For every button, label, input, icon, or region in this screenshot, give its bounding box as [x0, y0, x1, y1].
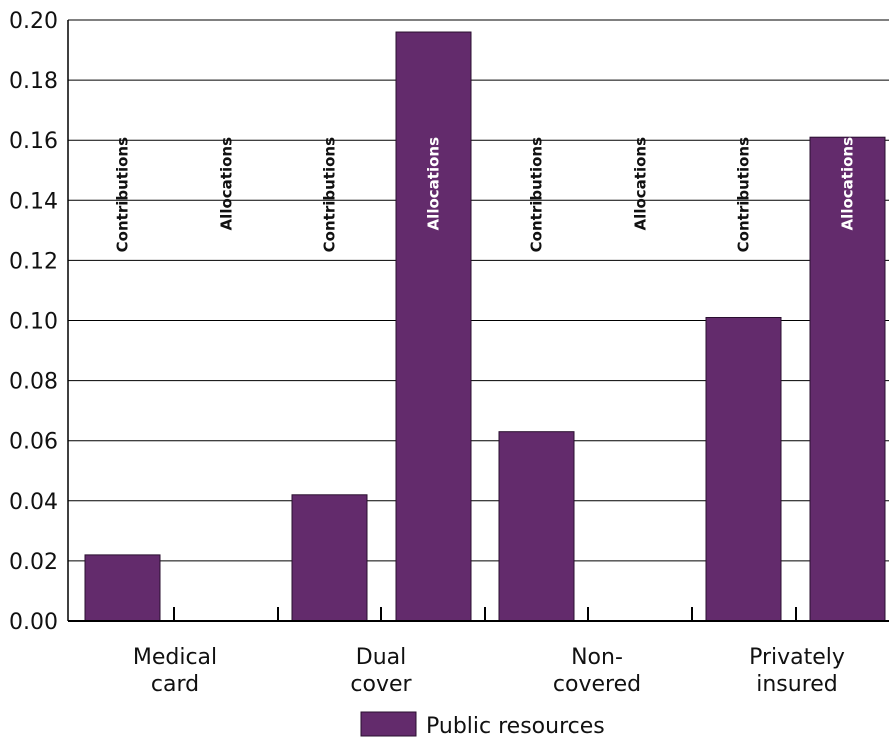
category-label: card — [151, 672, 199, 697]
bar — [84, 554, 161, 622]
bar — [498, 431, 575, 622]
bar — [809, 136, 886, 622]
bar — [395, 31, 472, 622]
bar-label: Contributions — [735, 137, 753, 252]
category-label: Medical — [133, 645, 217, 670]
category-label: cover — [350, 672, 412, 697]
y-tick-label: 0.20 — [9, 9, 58, 34]
y-tick-label: 0.06 — [9, 430, 58, 455]
y-tick-label: 0.04 — [9, 490, 58, 515]
y-axis: 0.00 0.02 0.04 0.06 0.08 0.10 0.12 0.14 0.16 0.18… — [9, 9, 69, 635]
y-tick-label: 0.14 — [9, 189, 58, 214]
y-tick-label: 0.16 — [9, 129, 58, 154]
bar — [291, 494, 368, 622]
y-tick-label: 0.02 — [9, 550, 58, 575]
bar-label: Contributions — [528, 137, 546, 252]
bar-label: Allocations — [632, 137, 650, 231]
bar-label: Contributions — [321, 137, 339, 252]
bar — [705, 316, 782, 622]
bar-label: Allocations — [425, 137, 443, 231]
y-tick-label: 0.10 — [9, 310, 58, 335]
legend: Public resources — [360, 711, 605, 739]
category-label: covered — [553, 672, 641, 697]
category-label: Non- — [571, 645, 623, 670]
y-tick-label: 0.00 — [9, 610, 58, 635]
bars: Contributions Allocations Contributions All… — [84, 31, 886, 622]
legend-swatch — [360, 711, 417, 737]
bar-label: Allocations — [218, 137, 236, 231]
category-label: Dual — [356, 645, 406, 670]
grid-lines — [68, 19, 889, 562]
bar-label: Contributions — [114, 137, 132, 252]
y-tick-label: 0.18 — [9, 69, 58, 94]
category-label: insured — [756, 672, 838, 697]
category-label: Privately — [749, 645, 845, 670]
legend-label: Public resources — [426, 714, 605, 739]
y-tick-label: 0.12 — [9, 249, 58, 274]
bar-label: Allocations — [839, 137, 857, 231]
y-tick-label: 0.08 — [9, 370, 58, 395]
